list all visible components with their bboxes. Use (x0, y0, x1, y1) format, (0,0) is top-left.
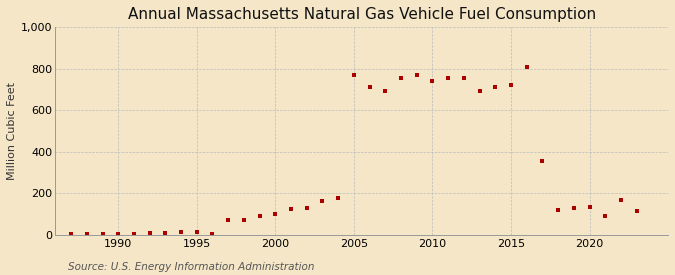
Y-axis label: Million Cubic Feet: Million Cubic Feet (7, 82, 17, 180)
Title: Annual Massachusetts Natural Gas Vehicle Fuel Consumption: Annual Massachusetts Natural Gas Vehicle… (128, 7, 596, 22)
Text: Source: U.S. Energy Information Administration: Source: U.S. Energy Information Administ… (68, 262, 314, 272)
